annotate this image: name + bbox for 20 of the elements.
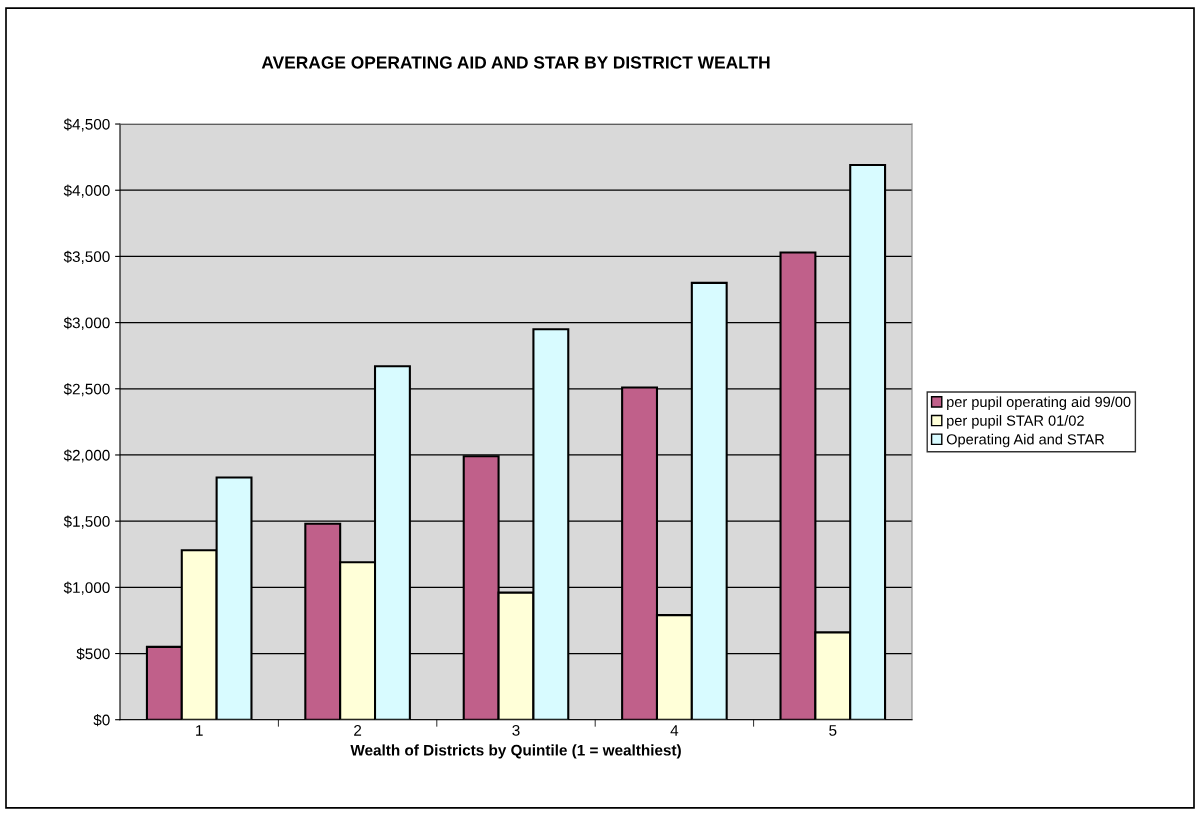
- x-tick-label: 5: [829, 725, 837, 736]
- y-tick-label: $3,000: [63, 316, 110, 331]
- y-tick-label: $0: [93, 713, 110, 727]
- y-tick-label: $500: [76, 647, 110, 661]
- legend-label: Operating Aid and STAR: [946, 433, 1105, 448]
- y-tick-label: $2,500: [63, 383, 110, 397]
- x-tick-label: 4: [670, 725, 679, 736]
- y-tick-label: $2,000: [63, 449, 110, 463]
- x-axis-title: Wealth of Districts by Quintile (1 = wealthiest): [350, 744, 681, 759]
- y-tick-label: $4,000: [63, 184, 110, 198]
- y-tick-label: $1,000: [63, 581, 110, 595]
- x-tick-label: 3: [512, 724, 520, 736]
- legend-label: per pupil operating aid 99/00: [947, 396, 1131, 410]
- x-tick-label: 1: [196, 725, 203, 736]
- y-tick-label: $1,500: [63, 515, 110, 529]
- x-tick-label: 2: [354, 724, 362, 736]
- y-tick-label: $4,500: [63, 118, 110, 132]
- chart-title: AVERAGE OPERATING AID AND STAR BY DISTRICT WEALTH: [261, 56, 770, 69]
- legend-label: per pupil STAR 01/02: [947, 415, 1084, 429]
- y-tick-label: $3,500: [63, 250, 110, 264]
